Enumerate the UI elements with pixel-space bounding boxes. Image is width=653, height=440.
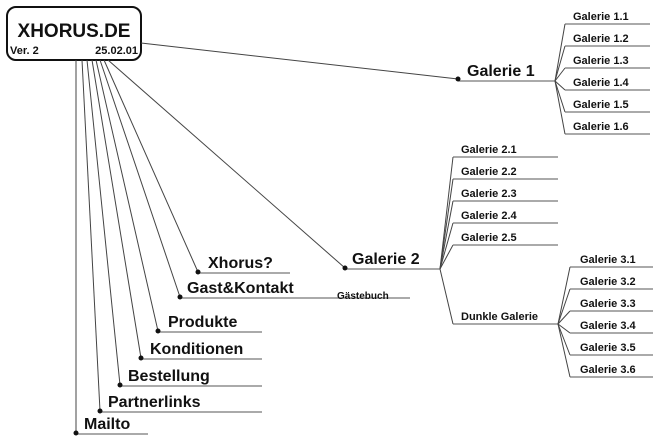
node-galerie-2-1[interactable]: Galerie 2.1 [461,144,517,156]
root-date: 25.02.01 [95,45,138,57]
node-mailto[interactable]: Mailto [84,416,130,433]
node-galerie-2-2[interactable]: Galerie 2.2 [461,166,517,178]
node-galerie-3-3[interactable]: Galerie 3.3 [580,298,636,310]
connector-line [554,45,566,82]
node-bestellung[interactable]: Bestellung [128,368,210,385]
node-galerie-2-5[interactable]: Galerie 2.5 [461,232,517,244]
node-dunkle-galerie[interactable]: Dunkle Galerie [461,311,538,323]
connector-line [99,59,181,298]
connector-line [439,244,454,270]
node-galerie-1-3[interactable]: Galerie 1.3 [573,55,629,67]
connector-line [554,23,566,82]
node-galerie-3-6[interactable]: Galerie 3.6 [580,364,636,376]
connector-line [557,266,571,325]
connector-line [439,268,454,325]
connector-line [557,323,571,334]
root-version: Ver. 2 [10,45,39,57]
node-galerie-3-5[interactable]: Galerie 3.5 [580,342,636,354]
connector-line [140,42,459,80]
node-partnerlinks[interactable]: Partnerlinks [108,394,201,411]
node-dot [117,382,123,388]
connector-line [554,80,566,135]
node-galerie-3-1[interactable]: Galerie 3.1 [580,254,636,266]
node-dot [73,430,79,436]
node-gaestebuch[interactable]: Gästebuch [337,291,389,302]
node-galerie-1-5[interactable]: Galerie 1.5 [573,99,629,111]
connector-line [439,156,454,270]
node-galerie-1-4[interactable]: Galerie 1.4 [573,77,630,89]
connector-line [557,288,571,325]
node-dot [195,269,201,275]
connector-line [439,178,454,270]
node-galerie-2-4[interactable]: Galerie 2.4 [461,210,518,222]
connector-line [107,59,346,269]
connector-line [554,80,566,113]
node-galerie-1-6[interactable]: Galerie 1.6 [573,121,629,133]
node-dot [342,265,348,271]
node-produkte[interactable]: Produkte [168,314,237,331]
node-dot [177,294,183,300]
node-dot [97,408,103,414]
node-galerie-1-1[interactable]: Galerie 1.1 [573,11,629,23]
connector-line [554,80,566,91]
connector-line [81,59,101,412]
node-galerie-1-2[interactable]: Galerie 1.2 [573,33,629,45]
node-galerie-3-2[interactable]: Galerie 3.2 [580,276,636,288]
connector-line [103,59,199,273]
node-galerie-2-3[interactable]: Galerie 2.3 [461,188,517,200]
node-dot [138,355,144,361]
node-dot [455,76,461,82]
connector-line [557,310,571,325]
node-galerie-3-4[interactable]: Galerie 3.4 [580,320,637,332]
node-galerie-2[interactable]: Galerie 2 [352,251,420,268]
node-gast-kontakt[interactable]: Gast&Kontakt [187,280,294,297]
connector-line [91,59,142,359]
node-xhorus[interactable]: Xhorus? [208,255,273,272]
node-konditionen[interactable]: Konditionen [150,341,243,358]
connector-line [557,323,571,356]
connector-line [86,59,121,386]
connector-line [554,67,566,82]
root-node: XHORUS.DE Ver. 2 25.02.01 [6,6,142,61]
connector-line [95,59,159,332]
node-galerie-1[interactable]: Galerie 1 [467,63,535,80]
connector-line [439,222,454,270]
connector-line [439,200,454,270]
connector-line [557,323,571,378]
root-title: XHORUS.DE [18,21,131,42]
node-dot [155,328,161,334]
